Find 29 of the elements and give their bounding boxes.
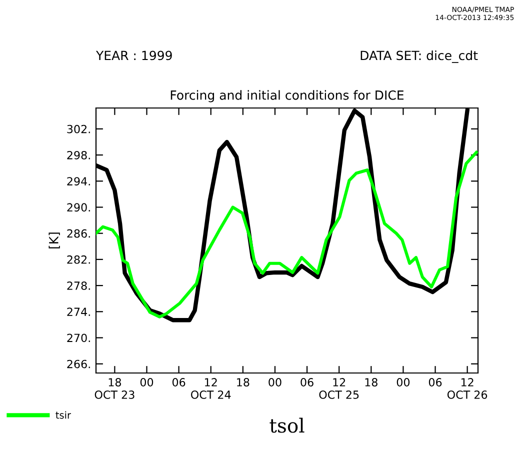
y-tick-label: 270. — [67, 334, 90, 342]
x-tick-label: 18 OCT 23 — [94, 378, 134, 399]
x-tick-label: 06 — [172, 378, 186, 386]
x-tick-label: 12 OCT 24 — [191, 378, 231, 399]
chart-subtitle: YEAR : 1999 — [96, 50, 172, 60]
y-tick-label: 266. — [67, 360, 90, 368]
x-tick-label: 06 — [300, 378, 314, 386]
text: DATA SET: dice_cdt — [360, 50, 478, 63]
y-tick-label: 290. — [67, 203, 90, 212]
x-axis-title: tsol — [270, 418, 304, 433]
x-tick-label: 06 — [428, 378, 442, 386]
x-tick-label: 12 OCT 26 — [447, 378, 488, 399]
legend-label: tsir — [56, 411, 71, 419]
y-tick-label: 298. — [67, 150, 90, 160]
y-tick-label: 294. — [67, 177, 90, 186]
chart-title: Forcing and initial conditions for DICE — [170, 90, 404, 102]
y-tick-label: 274. — [67, 308, 90, 316]
x-tick-label: 18 — [365, 378, 378, 386]
x-tick-label: 12 OCT 25 — [319, 378, 359, 399]
x-tick-label: 00 — [396, 378, 410, 386]
y-tick-label: 286. — [67, 229, 90, 238]
y-tick-label: 302. — [67, 124, 90, 134]
y-axis-title: [K] — [48, 232, 60, 248]
x-tick-label: 18 — [237, 378, 250, 386]
y-tick-label: 282. — [67, 255, 90, 264]
line-series — [96, 150, 478, 318]
x-tick-label: 00 — [140, 378, 154, 386]
x-tick-label: 00 — [268, 378, 282, 386]
y-tick-label: 278. — [67, 282, 90, 290]
